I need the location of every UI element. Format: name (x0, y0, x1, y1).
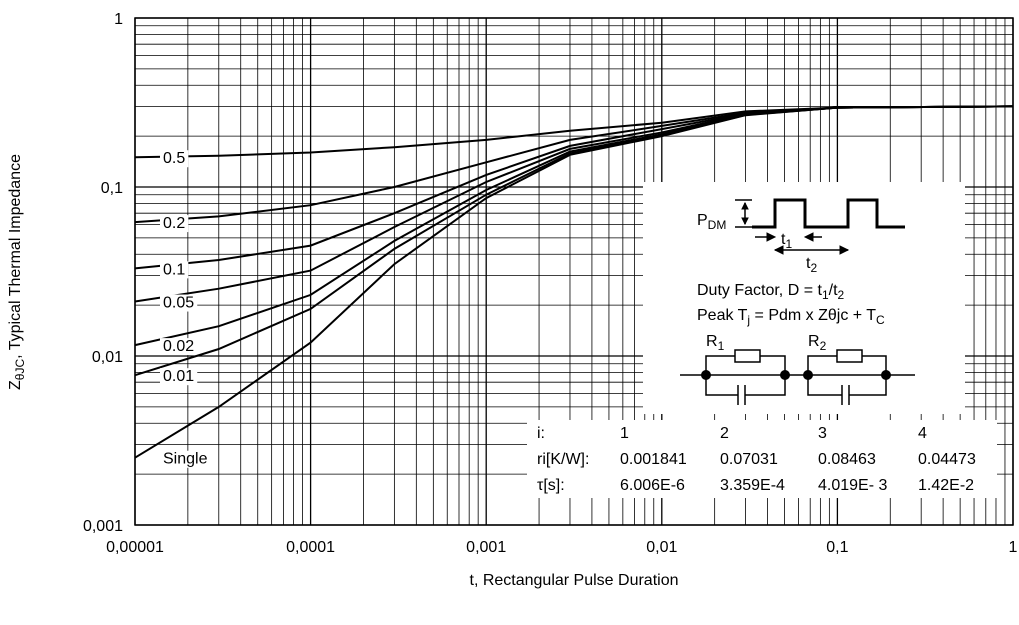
table-cell: 0.001841 (620, 451, 687, 468)
x-tick-label: 0,1 (826, 539, 848, 556)
table-cell: 3 (818, 425, 827, 442)
r2-sub: 2 (820, 339, 827, 353)
table-cell: 4 (918, 425, 927, 442)
y-tick-label: 0,01 (92, 349, 123, 366)
curve-label: 0.02 (163, 338, 194, 355)
inset (680, 198, 915, 405)
r1-label: R1 (706, 333, 725, 353)
t1-text: t (781, 231, 786, 248)
y-tick-label: 0,001 (83, 518, 123, 535)
x-tick-label: 0,0001 (286, 539, 335, 556)
t-arrow-heads (766, 232, 850, 255)
rc-network (680, 355, 915, 405)
curve-label: Single (163, 451, 208, 468)
r2-label: R2 (808, 333, 827, 353)
y-axis-label: ZθJC, Typical Thermal Impedance (7, 154, 27, 390)
t1-label: t1 (781, 231, 792, 251)
curve-label-bg (160, 215, 189, 233)
t1-sub: 1 (785, 237, 792, 251)
y-label-text: , Typical Thermal Impedance (7, 154, 24, 359)
pdm-label: PDM (697, 212, 726, 232)
peak-text: = Pdm x Zθjc + T (750, 307, 876, 324)
nodes (701, 370, 891, 380)
curve-label: 0.2 (163, 215, 185, 232)
duty-text: /t (829, 282, 838, 299)
table-cell: 0.08463 (818, 451, 876, 468)
y-label-text: Z (7, 380, 24, 390)
arrow-heads (741, 201, 749, 226)
table-cell: 4.019E- 3 (818, 477, 887, 494)
table-cell: 2 (720, 425, 729, 442)
curves: 0.5 0.2 0.1 0.05 0.02 0.01 Single (134, 105, 1014, 468)
t2-sub: 2 (810, 261, 817, 275)
pdm-text: P (697, 212, 708, 229)
y-tick-label: 0,1 (101, 180, 123, 197)
curve-label: 0.01 (163, 368, 194, 385)
peak-formula: Peak Tj = Pdm x Zθjc + TC (697, 307, 885, 327)
y-label-sub: θJC (13, 359, 27, 381)
table-cell: 1 (620, 425, 629, 442)
curve-label-bg (160, 150, 189, 168)
plot-frame (134, 17, 1014, 526)
r1-text: R (706, 333, 718, 350)
table-cell: 1.42E-2 (918, 477, 974, 494)
y-tick-label: 1 (114, 11, 123, 28)
table-cell: 0.07031 (720, 451, 778, 468)
curve-label-bg (160, 450, 211, 468)
curve-label: 0.1 (163, 261, 185, 278)
t2-label: t2 (806, 255, 817, 275)
table-cell: 0.04473 (918, 451, 976, 468)
x-tick-label: 0,00001 (106, 539, 164, 556)
curve (134, 105, 1014, 159)
x-axis-label: t, Rectangular Pulse Duration (470, 572, 679, 589)
pdm-sub: DM (708, 218, 727, 232)
x-tick-label: 0,001 (466, 539, 506, 556)
pulse-waveform (752, 198, 905, 229)
r2-text: R (808, 333, 820, 350)
peak-text: Peak T (697, 307, 748, 324)
curve-label: 0.05 (163, 295, 194, 312)
peak-sub: C (876, 313, 885, 327)
table-cell: 6.006E-6 (620, 477, 685, 494)
table-cell: ri[K/W]: (537, 451, 589, 468)
resistor (734, 349, 761, 363)
x-tick-label: 1 (1009, 539, 1018, 556)
duty-formula: Duty Factor, D = t1/t2 (697, 282, 845, 302)
r1-sub: 1 (718, 339, 725, 353)
t2-text: t (806, 255, 811, 272)
curve-label-bg (160, 261, 189, 279)
duty-sub: 2 (838, 288, 845, 302)
curve-label-bg (160, 294, 198, 312)
duty-sub: 1 (822, 288, 829, 302)
table-background (527, 420, 997, 498)
table-cell: i: (537, 425, 545, 442)
table-cell: τ[s]: (537, 477, 565, 494)
curve-label: 0.5 (163, 150, 185, 167)
resistor (836, 349, 863, 363)
curve-label-bg (160, 368, 198, 386)
table-cell: 3.359E-4 (720, 477, 785, 494)
duty-text: Duty Factor, D = t (697, 282, 822, 299)
curve (134, 105, 1014, 459)
peak-sub: j (746, 313, 750, 327)
curve-label-bg (160, 338, 198, 356)
x-tick-label: 0,01 (646, 539, 677, 556)
